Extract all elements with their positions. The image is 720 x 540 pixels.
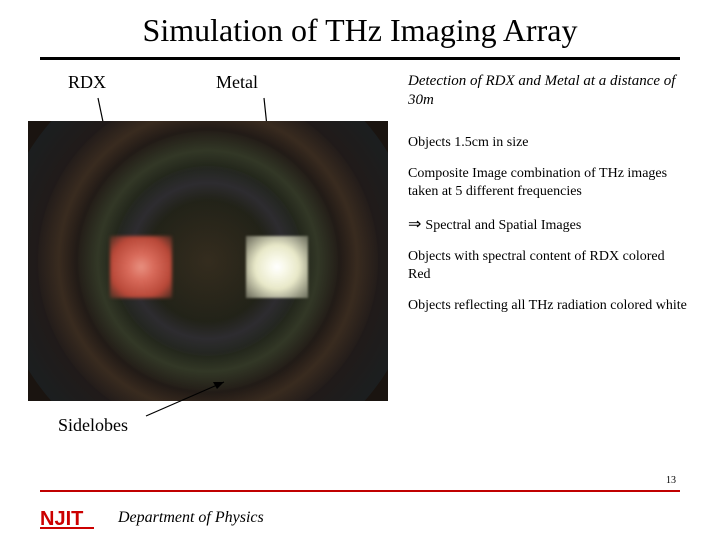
title-rule (40, 57, 680, 60)
content-area: RDX Metal Sidelobes Det (0, 72, 720, 436)
object-size-text: Objects 1.5cm in size (408, 134, 688, 152)
rdx-square (110, 236, 172, 298)
page-number: 13 (666, 475, 676, 486)
metal-square (246, 236, 308, 298)
footer: NJIT Department of Physics (40, 506, 264, 530)
left-column: RDX Metal Sidelobes (28, 72, 398, 436)
right-column: Detection of RDX and Metal at a distance… (398, 72, 688, 436)
red-text: Objects with spectral content of RDX col… (408, 248, 688, 283)
composite-text: Composite Image combination of THz image… (408, 165, 688, 200)
implies-text: Spectral and Spatial Images (425, 218, 581, 233)
sidelobes-arrow (136, 374, 236, 424)
implies-line: ⇒ Spectral and Spatial Images (408, 214, 688, 234)
metal-label: Metal (216, 72, 258, 93)
njit-logo: NJIT (40, 506, 100, 530)
white-text: Objects reflecting all THz radiation col… (408, 297, 688, 315)
rdx-label: RDX (68, 72, 106, 93)
page-title: Simulation of THz Imaging Array (0, 0, 720, 57)
image-labels-row: RDX Metal (28, 72, 398, 93)
footer-rule (40, 490, 680, 492)
simulation-image (28, 121, 388, 401)
logo-text: NJIT (40, 508, 83, 530)
headline-text: Detection of RDX and Metal at a distance… (408, 72, 688, 110)
department-text: Department of Physics (118, 509, 264, 527)
implies-icon: ⇒ (408, 216, 421, 233)
